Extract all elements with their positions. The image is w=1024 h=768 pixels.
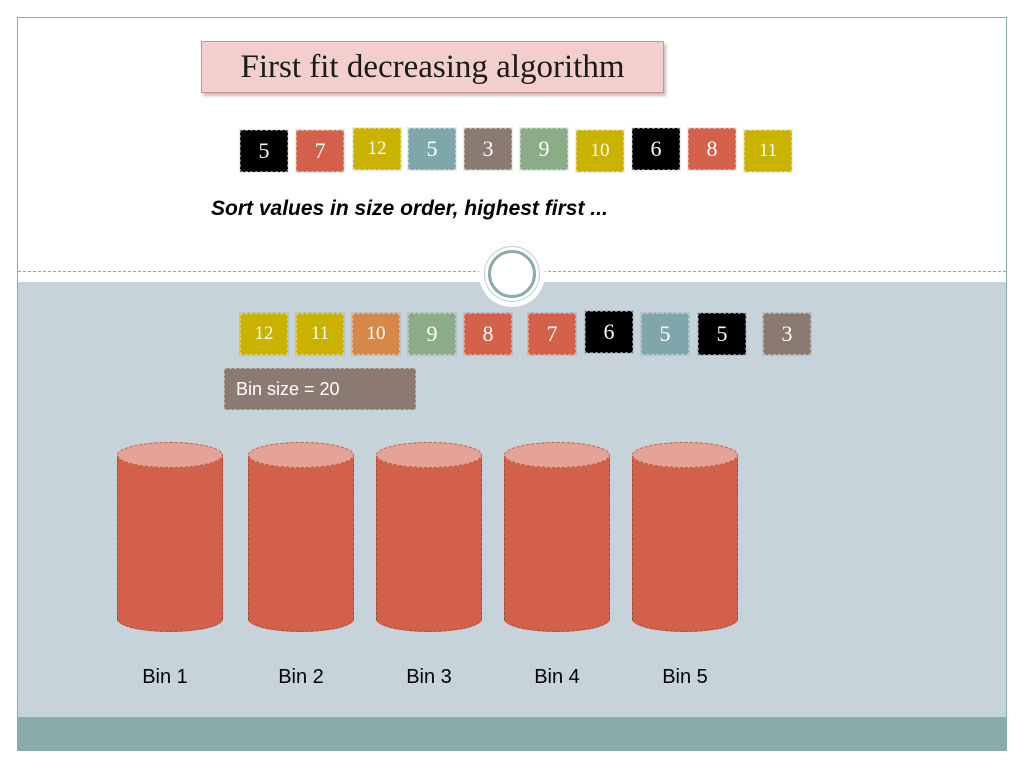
- unsorted-item-tile: 6: [631, 127, 681, 171]
- sorted-item-tile: 8: [463, 312, 513, 356]
- tile-value: 6: [650, 136, 662, 161]
- tile-value: 8: [482, 321, 494, 346]
- tile-value: 10: [590, 140, 610, 161]
- sorted-item-tile: 5: [697, 312, 747, 356]
- tile-value: 11: [758, 140, 778, 161]
- bin-cylinder: [117, 442, 223, 632]
- unsorted-item-tile: 10: [575, 129, 625, 173]
- bin-size-label: Bin size = 20: [224, 368, 416, 410]
- bin-body: [632, 454, 738, 620]
- tile-value: 5: [716, 321, 728, 346]
- sorted-item-tile: 12: [239, 312, 289, 356]
- bin-rim: [632, 442, 738, 468]
- sorted-item-tile: 10: [351, 312, 401, 356]
- bin-label: Bin 2: [278, 666, 324, 688]
- unsorted-item-tile: 3: [463, 127, 513, 171]
- bin-cylinder: [632, 442, 738, 632]
- tile-value: 3: [482, 136, 494, 161]
- bin-label: Bin 5: [662, 666, 708, 688]
- bin-cylinder: [248, 442, 354, 632]
- tile-value: 5: [659, 321, 671, 346]
- bin-body: [117, 454, 223, 620]
- unsorted-item-tile: 5: [407, 127, 457, 171]
- bin-rim: [117, 442, 223, 468]
- top-area: First fit decreasing algorithm 5 7 12 5 …: [18, 18, 1006, 280]
- bin-rim: [504, 442, 610, 468]
- tile-value: 7: [314, 138, 326, 163]
- bin-body: [376, 454, 482, 620]
- sorted-item-tile: 7: [527, 312, 577, 356]
- unsorted-item-tile: 12: [352, 127, 402, 171]
- tile-value: 3: [781, 321, 793, 346]
- tile-value: 11: [310, 323, 330, 344]
- page-title: First fit decreasing algorithm: [201, 41, 664, 93]
- bin-label: Bin 1: [142, 666, 188, 688]
- bin-label: Bin 3: [406, 666, 452, 688]
- bin-body: [248, 454, 354, 620]
- sorted-item-tile: 11: [295, 312, 345, 356]
- bin-rim: [248, 442, 354, 468]
- unsorted-item-tile: 11: [743, 129, 793, 173]
- tile-value: 5: [426, 136, 438, 161]
- sorted-item-tile: 5: [640, 312, 690, 356]
- circle-ornament-icon: [479, 241, 545, 307]
- bin-rim: [376, 442, 482, 468]
- tile-value: 5: [258, 138, 270, 163]
- tile-value: 12: [254, 323, 274, 344]
- footer-band: [18, 717, 1006, 750]
- unsorted-item-tile: 7: [295, 129, 345, 173]
- tile-value: 7: [546, 321, 558, 346]
- bin-cylinder: [504, 442, 610, 632]
- bin-body: [504, 454, 610, 620]
- sorted-item-tile: 6: [584, 310, 634, 354]
- bin-label: Bin 4: [534, 666, 580, 688]
- sorted-item-tile: 3: [762, 312, 812, 356]
- bin-cylinder: [376, 442, 482, 632]
- unsorted-item-tile: 8: [687, 127, 737, 171]
- unsorted-item-tile: 9: [519, 127, 569, 171]
- tile-value: 6: [603, 319, 615, 344]
- tile-value: 9: [538, 136, 550, 161]
- tile-value: 12: [367, 138, 387, 159]
- unsorted-item-tile: 5: [239, 129, 289, 173]
- slide: First fit decreasing algorithm 5 7 12 5 …: [17, 17, 1007, 751]
- tile-value: 8: [706, 136, 718, 161]
- sorted-item-tile: 9: [407, 312, 457, 356]
- instruction-text: Sort values in size order, highest first…: [211, 197, 608, 220]
- tile-value: 9: [426, 321, 438, 346]
- tile-value: 10: [366, 323, 386, 344]
